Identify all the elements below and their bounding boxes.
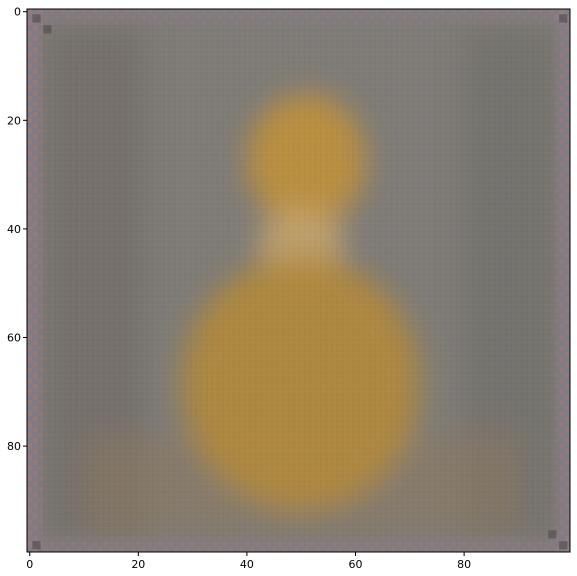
x-tick-label: 40 (240, 558, 254, 571)
x-tick-label: 0 (26, 558, 33, 571)
x-tick-label: 60 (349, 558, 363, 571)
corner-pixel (559, 14, 568, 23)
x-tick-label: 20 (131, 558, 145, 571)
y-tick-label: 40 (7, 223, 21, 236)
pixel-texture (27, 9, 570, 552)
corner-pixel (559, 541, 568, 550)
y-axis: 0 20 40 60 80 (7, 6, 27, 453)
heatmap-image (27, 9, 570, 552)
y-tick-label: 80 (7, 440, 21, 453)
corner-pixel (32, 541, 41, 550)
corner-pixel (43, 25, 52, 34)
border-frame (27, 9, 570, 552)
corner-pixel (32, 14, 41, 23)
x-axis: 0 20 40 60 80 (26, 552, 471, 571)
y-tick-label: 60 (7, 332, 21, 345)
corner-pixel (548, 530, 557, 539)
y-tick-label: 0 (14, 6, 21, 19)
plot-frame (26, 8, 571, 553)
y-tick-label: 20 (7, 114, 21, 127)
x-tick-label: 80 (457, 558, 471, 571)
